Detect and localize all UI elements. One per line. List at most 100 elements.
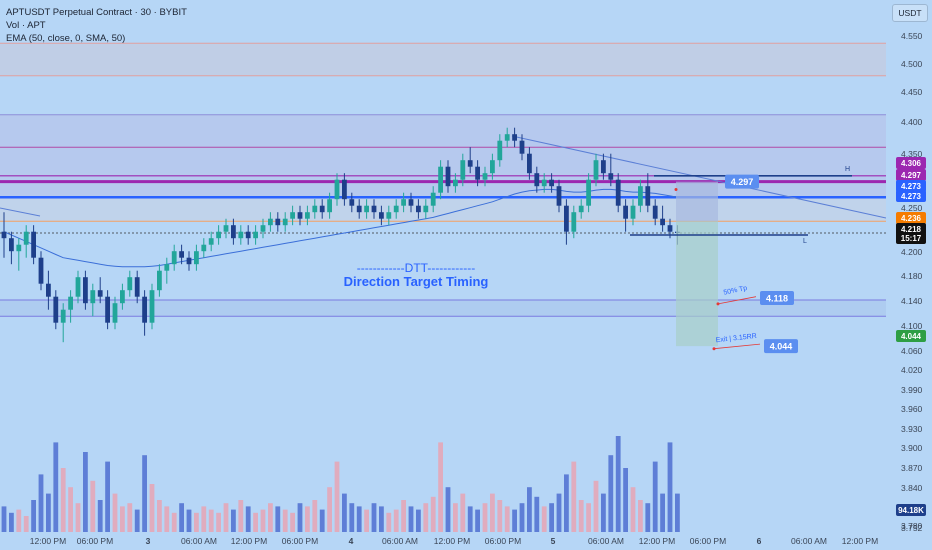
volume-bar [475,509,480,532]
price-tag-text: 4.236 [901,214,922,223]
volume-bar [460,493,466,532]
volume-bar [342,493,347,532]
volume-indicator-label[interactable]: Vol · APT [6,20,46,31]
x-tick-label: 06:00 PM [690,536,726,546]
volume-bar [608,455,614,532]
volume-bar [46,493,51,532]
candle-body [171,251,177,265]
volume-bar [201,506,207,532]
volume-bar [282,509,288,532]
candle-body [534,173,540,187]
volume-bar [467,506,473,532]
volume-bar [660,493,665,532]
volume-bar [564,474,569,532]
volume-bar [645,503,651,532]
ema-indicator-label[interactable]: EMA (50, close, 0, SMA, 50) [6,33,126,44]
candle-body [386,212,392,219]
candle-body [83,277,88,304]
y-tick-label: 3.900 [901,443,923,453]
candle-body [349,199,355,206]
candle-body [408,199,414,206]
volume-bar [578,500,584,532]
trade-label-text: 4.297 [731,177,754,187]
candle-body [549,179,554,187]
candle-body [327,199,332,213]
volume-bar [652,461,658,532]
x-tick-label: 06:00 AM [181,536,217,546]
candle-body [438,166,443,193]
volume-bar [623,468,628,532]
candle-body [475,166,480,180]
candle-body [90,290,96,304]
price-tag [896,330,926,342]
volume-bar [586,503,591,532]
candle-body [253,231,258,239]
candle-body [497,140,503,161]
y-tick-label: 3.752 [901,523,923,533]
volume-bar [60,468,66,532]
y-tick-label: 4.500 [901,59,923,69]
volume-bar [601,493,606,532]
candle-body [630,205,636,219]
price-tag [896,157,926,169]
price-tag-text: 4.297 [901,171,922,180]
x-tick-label: 06:00 AM [791,536,827,546]
price-tag [896,180,926,192]
candle-body [608,173,614,180]
chart-legend: APTUSDT Perpetual Contract · 30 · BYBIT … [6,6,187,45]
candle-body [127,277,133,291]
resistance-zone-lower [0,197,886,222]
volume-bar [171,512,177,532]
stop-box [676,181,718,222]
price-tag-text: 4.273 [901,192,922,201]
candle-body [667,225,673,232]
volume-bar [356,506,362,532]
volume-bar [615,436,621,532]
tp-dot [716,302,720,306]
volume-bar [453,503,458,532]
candle-body [238,231,244,239]
volume-bar [23,516,29,532]
candle-body [586,179,591,206]
y-tick-label: 3.990 [901,385,923,395]
volume-bar [379,506,384,532]
candle-body [623,205,628,219]
candle-body [134,277,140,297]
volume-bar [393,509,399,532]
candle-body [519,140,525,154]
volume-bar [408,506,414,532]
symbol-title: APTUSDT Perpetual Contract · 30 · BYBIT [6,7,187,18]
entry-dot [674,187,678,191]
candle-body [216,231,221,239]
volume-bar [541,506,547,532]
volume-bar [512,509,517,532]
candle-body [541,179,547,187]
volume-bar [438,442,443,532]
candle-body [208,238,214,245]
candle-body [164,264,170,271]
candle-body [68,296,73,310]
candle-body [179,251,184,258]
x-tick-label: 06:00 AM [588,536,624,546]
volume-bar [16,509,22,532]
currency-button[interactable]: USDT [892,4,928,22]
candle-body [527,153,532,174]
candle-body [260,225,266,232]
x-tick-label: 3 [146,536,151,546]
candle-body [97,290,103,297]
trade-label-box [725,174,759,189]
x-tick-label: 4 [349,536,354,546]
y-tick-label: 3.840 [901,483,923,493]
volume-bar [83,452,88,532]
candle-body [186,257,192,265]
candle-body [245,231,251,239]
volume-bar [534,496,540,532]
volume-bar [549,503,554,532]
volume-bar [556,493,562,532]
volume-bar [490,493,495,532]
volume-bar [253,512,258,532]
candle-body [120,290,125,304]
candle-body [16,244,22,252]
volume-bar [401,500,406,532]
